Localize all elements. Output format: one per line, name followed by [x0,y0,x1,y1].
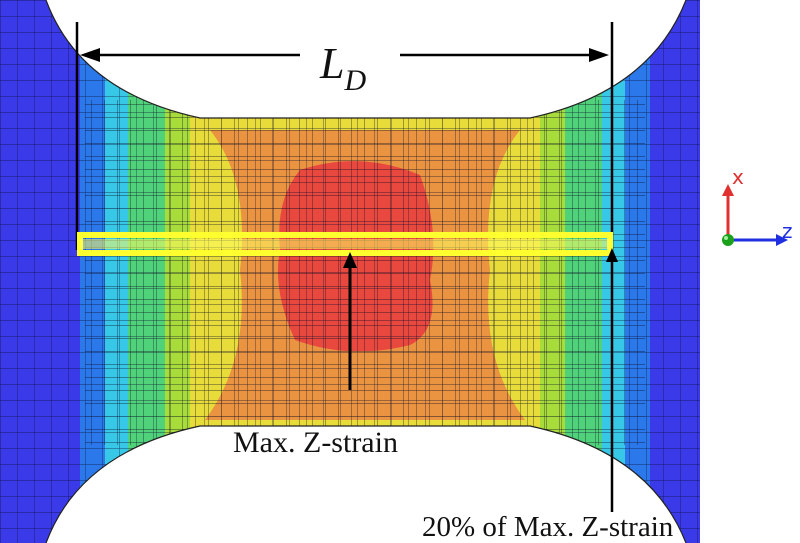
y-axis-origin-icon [722,234,734,246]
max-strain-label: Max. Z-strain [233,426,398,459]
x-axis-arrow-icon [722,184,734,196]
twenty-percent-arrow-icon [606,248,618,262]
dimension-arrow-left-icon [80,48,100,62]
z-axis-label: z [782,219,793,243]
measurement-path-fill [80,239,610,249]
mesh-grid-gauge [85,100,645,445]
axes-triad: x z [722,165,793,246]
x-axis-label: x [732,165,744,189]
max-strain-arrow-icon [343,252,357,268]
dimension-arrow-right-icon [589,48,609,62]
z-axis-arrow-icon [776,234,788,246]
twenty-percent-label: 20% of Max. Z-strain [422,511,674,543]
y-axis-highlight [724,236,728,240]
specimen-bottom-edge [45,425,687,543]
dimension-label: LD [319,39,366,97]
